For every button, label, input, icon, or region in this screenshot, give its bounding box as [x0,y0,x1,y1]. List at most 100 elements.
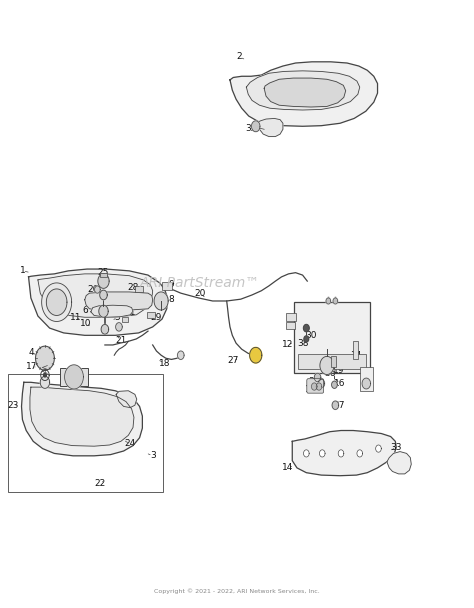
Text: 34: 34 [351,351,362,360]
Polygon shape [40,376,50,389]
Polygon shape [319,450,325,457]
Text: 10: 10 [81,319,92,328]
Polygon shape [42,283,72,322]
Polygon shape [101,325,109,334]
Polygon shape [21,382,142,456]
Text: 31: 31 [125,308,136,317]
Polygon shape [177,351,184,359]
Text: 11: 11 [70,313,81,322]
Text: 24: 24 [125,439,136,448]
Polygon shape [320,356,334,375]
Polygon shape [332,401,338,409]
Text: 13: 13 [364,382,375,392]
Bar [286,313,296,321]
Polygon shape [154,292,168,310]
Text: 38: 38 [297,339,308,348]
Text: 3: 3 [150,451,155,460]
Polygon shape [100,290,107,300]
Polygon shape [292,430,396,475]
Text: 9: 9 [169,280,174,289]
Text: 32: 32 [246,123,257,133]
Text: 36: 36 [324,369,336,378]
Polygon shape [318,379,325,388]
Text: 37: 37 [333,401,345,410]
Text: 21: 21 [115,336,127,345]
Text: 27: 27 [228,356,239,365]
Text: 7: 7 [90,299,96,307]
Polygon shape [91,305,133,317]
Text: 2: 2 [237,52,242,61]
Polygon shape [116,391,137,407]
Bar [353,341,358,359]
Text: 1: 1 [19,266,25,275]
Polygon shape [338,450,344,457]
Bar [162,282,173,289]
Text: 35: 35 [309,376,320,385]
Polygon shape [99,305,108,317]
Text: 28: 28 [128,283,139,292]
Polygon shape [316,383,322,390]
Polygon shape [85,292,153,310]
Polygon shape [30,387,134,446]
Polygon shape [252,121,260,132]
Polygon shape [38,274,153,317]
Text: 23: 23 [8,401,19,410]
Bar [135,286,143,292]
Text: 20: 20 [195,289,206,298]
FancyBboxPatch shape [307,379,324,393]
Text: 14: 14 [282,463,293,472]
Polygon shape [314,373,321,382]
Polygon shape [44,373,46,377]
Bar [147,313,155,319]
Polygon shape [333,298,337,304]
Text: 22: 22 [95,479,106,488]
Text: 5: 5 [115,313,120,322]
Polygon shape [28,269,168,336]
Polygon shape [250,347,262,363]
Text: 4: 4 [29,348,35,357]
Polygon shape [357,450,363,457]
Bar [60,368,88,386]
Polygon shape [46,289,67,316]
Text: 30: 30 [305,331,317,340]
Polygon shape [258,119,283,137]
Polygon shape [332,381,337,389]
Polygon shape [362,378,371,389]
Polygon shape [303,450,309,457]
Polygon shape [230,62,377,126]
Bar [331,356,337,367]
Polygon shape [64,365,83,389]
Polygon shape [36,346,55,370]
Polygon shape [326,298,331,304]
Text: 12: 12 [282,340,293,350]
Polygon shape [95,286,100,293]
Text: 29: 29 [151,313,162,322]
Text: Copyright © 2021 - 2022, ARI Network Services, Inc.: Copyright © 2021 - 2022, ARI Network Ser… [154,589,320,595]
Polygon shape [116,323,122,331]
Polygon shape [303,325,309,332]
Bar [294,302,370,373]
Text: 26: 26 [87,285,99,294]
Text: 33: 33 [391,443,402,452]
Text: ARI PartStream™: ARI PartStream™ [139,276,260,290]
Polygon shape [376,445,381,452]
Text: 25: 25 [98,268,109,277]
Bar [9,375,163,492]
Text: 19: 19 [333,366,345,375]
Text: 6: 6 [82,306,88,314]
Bar [122,317,128,322]
Bar [100,272,107,277]
Bar [360,367,373,392]
Text: 15: 15 [305,385,317,394]
Text: 17: 17 [26,362,37,371]
Bar [286,322,295,330]
Polygon shape [387,452,411,474]
Text: 18: 18 [159,359,170,368]
Polygon shape [304,336,309,342]
Bar [298,354,366,369]
Text: 16: 16 [334,379,346,388]
Polygon shape [311,383,317,390]
Polygon shape [264,78,346,107]
Polygon shape [246,71,360,110]
Polygon shape [98,274,109,288]
